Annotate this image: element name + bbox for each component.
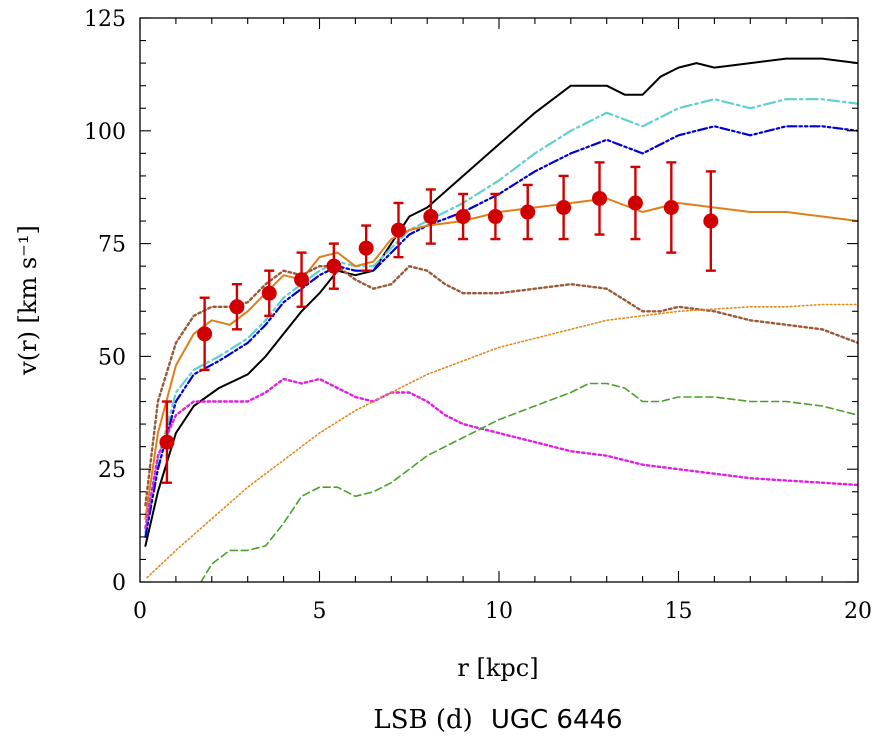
data-point xyxy=(159,434,175,450)
plot-frame xyxy=(139,17,859,583)
data-point xyxy=(229,299,245,315)
x-tick-label: 15 xyxy=(665,599,693,624)
x-tick-label: 20 xyxy=(844,599,872,624)
observed-points xyxy=(159,190,719,450)
data-point xyxy=(358,240,374,256)
x-tick-label: 0 xyxy=(133,599,147,624)
axis-ticks xyxy=(139,17,859,583)
curve-magenta xyxy=(144,377,858,530)
data-point xyxy=(390,222,406,238)
tick-labels: 0 5 10 15 20 0 25 50 75 100 125 xyxy=(84,7,872,624)
data-point xyxy=(520,204,536,220)
y-tick-label: 0 xyxy=(112,571,126,596)
x-tick-label: 5 xyxy=(313,599,327,624)
y-tick-label: 75 xyxy=(98,233,126,258)
data-point xyxy=(487,209,503,225)
curve-brown xyxy=(144,265,858,507)
y-tick-label: 25 xyxy=(98,458,126,483)
curve-green xyxy=(200,382,858,582)
observed-error-bars xyxy=(161,161,716,484)
chart-caption: LSB (d) UGC 6446 xyxy=(373,705,622,735)
data-point xyxy=(261,285,277,301)
curve-total-black xyxy=(144,57,858,547)
data-point xyxy=(326,258,342,274)
data-point xyxy=(455,209,471,225)
data-point xyxy=(627,195,643,211)
curve-orange-dotted xyxy=(146,303,858,579)
data-point xyxy=(703,213,719,229)
curve-cyan xyxy=(144,98,858,534)
curve-orange xyxy=(144,197,858,520)
curve-blue xyxy=(144,125,858,539)
data-point xyxy=(197,326,213,342)
y-tick-label: 100 xyxy=(84,120,126,145)
data-point xyxy=(663,200,679,216)
x-tick-label: 10 xyxy=(485,599,513,624)
model-curves xyxy=(144,57,858,582)
chart-title: UGC 6446 xyxy=(491,705,623,735)
data-point xyxy=(592,190,608,206)
y-tick-label: 125 xyxy=(84,7,126,32)
y-tick-label: 50 xyxy=(98,345,126,370)
data-point xyxy=(556,200,572,216)
caption-prefix: LSB (d) xyxy=(373,705,472,735)
x-axis-label: r [kpc] xyxy=(457,654,538,682)
data-point xyxy=(423,209,439,225)
y-axis-label: v(r) [km s⁻¹] xyxy=(14,225,42,376)
data-point xyxy=(294,272,310,288)
